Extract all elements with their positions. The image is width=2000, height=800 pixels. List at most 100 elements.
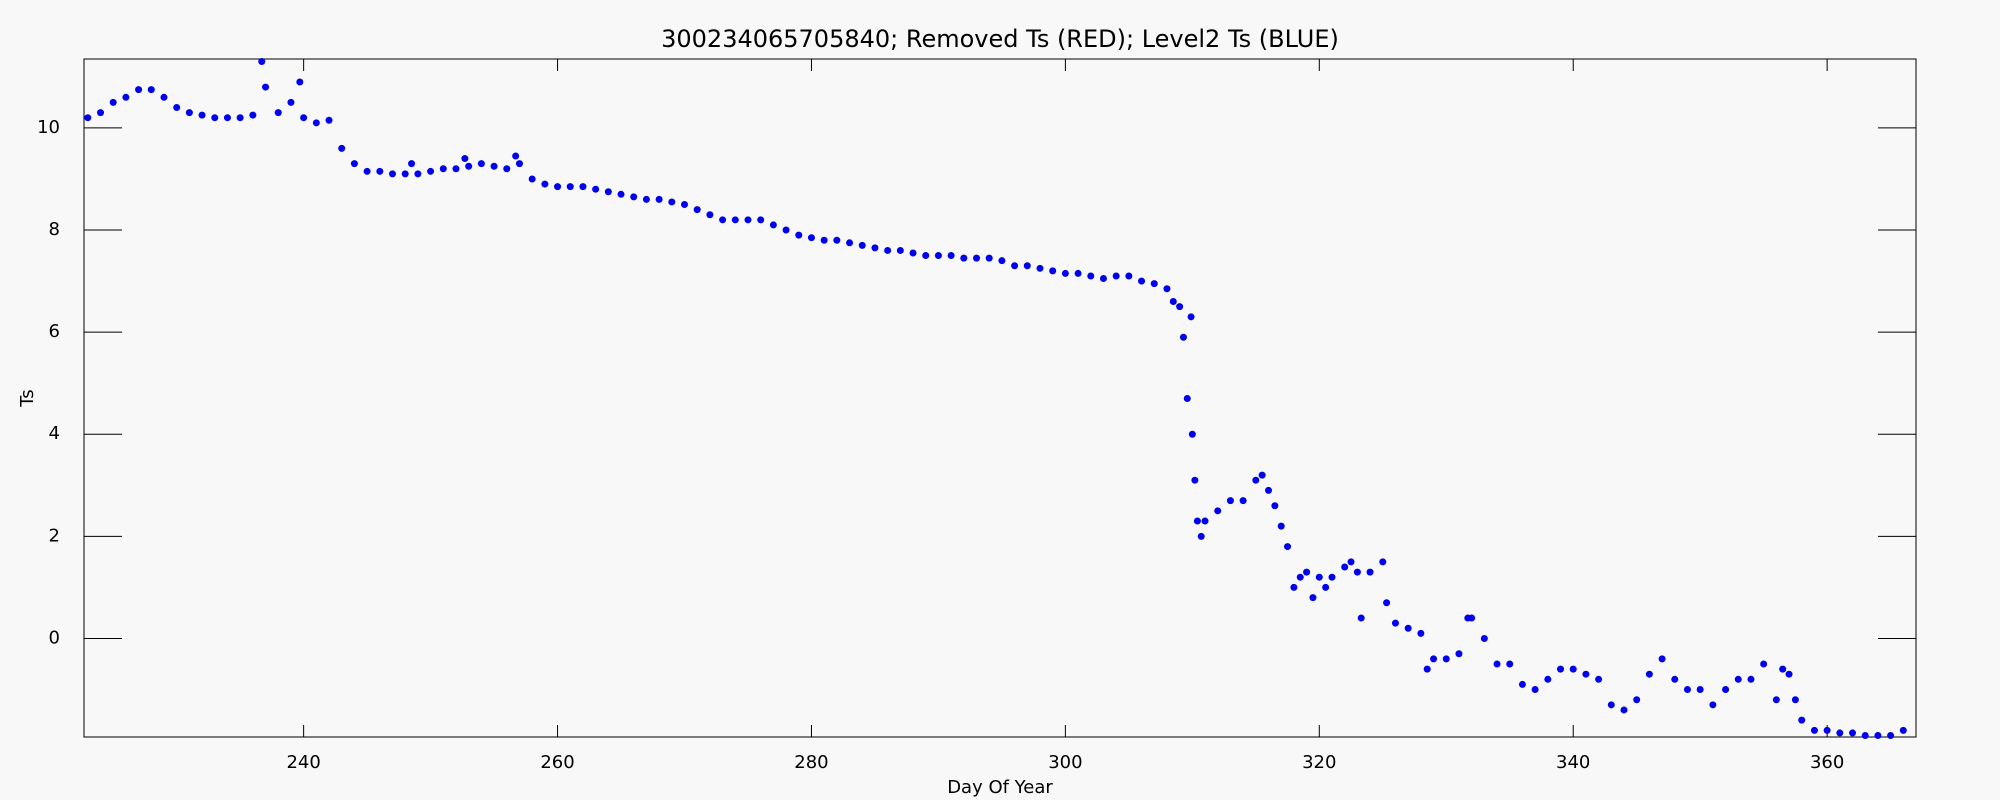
- data-point: [1176, 303, 1184, 311]
- y-axis-label: Ts: [17, 389, 38, 407]
- data-point: [1112, 272, 1120, 280]
- data-point: [1493, 660, 1501, 668]
- data-point: [427, 167, 435, 175]
- y-tick-label: 0: [49, 627, 60, 648]
- data-point: [262, 83, 270, 91]
- data-point: [1823, 726, 1831, 734]
- data-point: [1722, 686, 1730, 694]
- data-point: [312, 119, 320, 127]
- y-tick-label: 6: [49, 321, 60, 342]
- data-point: [490, 162, 498, 170]
- data-point: [1836, 729, 1844, 737]
- data-point: [1531, 686, 1539, 694]
- data-point: [592, 185, 600, 193]
- data-point: [820, 236, 828, 244]
- data-point: [236, 114, 244, 122]
- data-point: [1179, 333, 1187, 341]
- data-point: [1544, 675, 1552, 683]
- data-point: [1417, 629, 1425, 637]
- data-point: [1011, 262, 1019, 270]
- data-point: [617, 190, 625, 198]
- data-point: [1557, 665, 1565, 673]
- data-point: [461, 155, 469, 163]
- data-point: [528, 175, 536, 183]
- data-point: [274, 109, 282, 117]
- y-tick-label: 4: [49, 423, 60, 444]
- data-point: [296, 78, 304, 86]
- data-point: [1049, 267, 1057, 275]
- data-point: [757, 216, 765, 224]
- data-point: [1290, 583, 1298, 591]
- data-point: [668, 198, 676, 206]
- data-point: [1366, 568, 1374, 576]
- data-point: [1645, 670, 1653, 678]
- data-point: [1169, 298, 1177, 306]
- data-point: [173, 104, 181, 112]
- data-point: [223, 114, 231, 122]
- data-point: [1779, 665, 1787, 673]
- data-point: [1341, 563, 1349, 571]
- data-point: [1791, 696, 1799, 704]
- data-point: [401, 170, 409, 178]
- data-point: [1861, 731, 1869, 739]
- data-point: [1468, 614, 1476, 622]
- data-point: [795, 231, 803, 239]
- data-point: [1138, 277, 1146, 285]
- data-point: [947, 252, 955, 260]
- data-point: [97, 109, 105, 117]
- data-point: [566, 183, 574, 191]
- data-point: [350, 160, 358, 168]
- data-point: [1798, 716, 1806, 724]
- data-point: [922, 252, 930, 260]
- data-point: [109, 98, 117, 106]
- data-point: [1099, 275, 1107, 283]
- data-point: [731, 216, 739, 224]
- data-point: [1357, 614, 1365, 622]
- data-point: [122, 93, 130, 101]
- data-point: [846, 239, 854, 247]
- data-point: [1899, 726, 1907, 734]
- y-tick-label: 2: [49, 525, 60, 546]
- data-point: [1163, 285, 1171, 293]
- data-point: [1671, 675, 1679, 683]
- data-point: [1620, 706, 1628, 714]
- data-point: [147, 86, 155, 94]
- data-point: [503, 165, 511, 173]
- data-point: [1747, 675, 1755, 683]
- data-point: [1423, 665, 1431, 673]
- data-point: [1569, 665, 1577, 673]
- data-point: [408, 160, 416, 168]
- x-axis-label: Day Of Year: [947, 777, 1053, 798]
- data-point: [1284, 543, 1292, 551]
- data-point: [541, 180, 549, 188]
- data-point: [300, 114, 308, 122]
- data-point: [512, 152, 520, 160]
- data-point: [884, 246, 892, 254]
- data-point: [706, 211, 714, 219]
- data-point: [1709, 701, 1717, 709]
- data-point: [630, 193, 638, 201]
- data-point: [198, 111, 206, 119]
- data-point: [1197, 532, 1205, 540]
- data-point: [1036, 264, 1044, 272]
- data-point: [1785, 670, 1793, 678]
- data-point: [1442, 655, 1450, 663]
- y-tick-label: 8: [49, 219, 60, 240]
- data-point: [858, 241, 866, 249]
- data-point: [998, 257, 1006, 265]
- chart-title: 300234065705840; Removed Ts (RED); Level…: [661, 25, 1339, 53]
- data-point: [1696, 686, 1704, 694]
- data-point: [1074, 269, 1082, 277]
- data-point: [1258, 471, 1266, 479]
- data-point: [934, 252, 942, 260]
- x-tick-label: 260: [540, 752, 574, 773]
- data-point: [1683, 686, 1691, 694]
- data-point: [1322, 583, 1330, 591]
- data-point: [1633, 696, 1641, 704]
- data-point: [249, 111, 257, 119]
- data-point: [287, 98, 295, 106]
- data-point: [135, 86, 143, 94]
- data-point: [769, 221, 777, 229]
- data-point: [1760, 660, 1768, 668]
- data-point: [604, 188, 612, 196]
